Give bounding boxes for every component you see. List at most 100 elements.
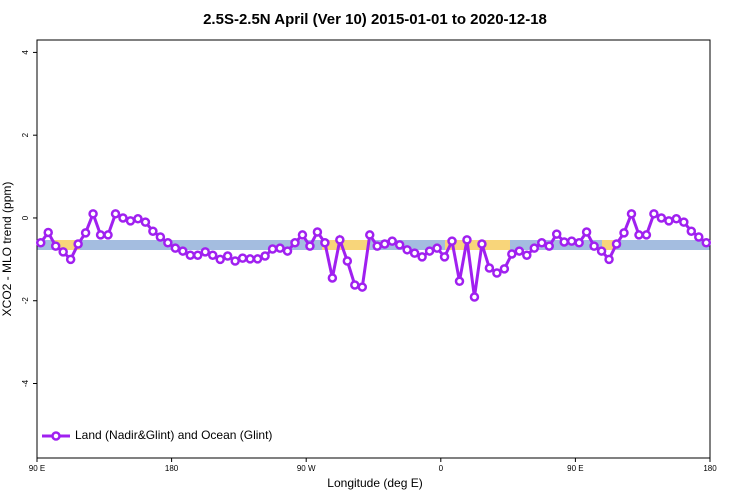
point bbox=[327, 273, 338, 283]
chart-title: 2.5S-2.5N April (Ver 10) 2015-01-01 to 2… bbox=[203, 11, 547, 28]
x-tick-label: 90 E bbox=[567, 464, 583, 473]
point bbox=[514, 246, 525, 256]
legend-marker bbox=[51, 431, 61, 441]
point bbox=[447, 236, 457, 246]
point bbox=[207, 250, 218, 260]
point bbox=[379, 239, 390, 249]
point bbox=[50, 241, 61, 251]
point bbox=[701, 238, 712, 248]
point bbox=[357, 282, 368, 292]
point bbox=[477, 239, 487, 249]
point bbox=[200, 247, 210, 257]
point bbox=[462, 235, 472, 245]
point bbox=[671, 214, 682, 224]
point bbox=[559, 237, 569, 247]
point bbox=[372, 241, 382, 251]
point bbox=[596, 246, 607, 256]
point bbox=[155, 232, 166, 242]
point bbox=[432, 243, 442, 253]
point bbox=[320, 238, 330, 248]
point bbox=[641, 230, 652, 240]
point bbox=[409, 248, 420, 258]
point bbox=[350, 280, 360, 290]
point bbox=[522, 250, 532, 260]
point bbox=[649, 209, 659, 219]
point bbox=[282, 246, 293, 256]
point bbox=[365, 230, 375, 240]
point bbox=[185, 250, 196, 260]
point bbox=[656, 213, 667, 223]
point bbox=[342, 256, 353, 266]
legend-label: Land (Nadir&Glint) and Ocean (Glint) bbox=[75, 428, 272, 442]
point bbox=[222, 251, 233, 261]
point bbox=[170, 243, 181, 253]
point bbox=[312, 227, 323, 237]
point bbox=[245, 254, 255, 264]
land-band bbox=[322, 240, 370, 250]
point bbox=[125, 216, 136, 226]
point bbox=[140, 217, 151, 227]
point bbox=[634, 230, 644, 240]
point bbox=[148, 226, 158, 236]
point bbox=[335, 235, 345, 245]
land-band bbox=[602, 240, 616, 250]
point bbox=[679, 217, 689, 227]
point bbox=[664, 216, 674, 226]
x-tick-label: 180 bbox=[165, 464, 179, 473]
point bbox=[484, 263, 495, 273]
x-tick-label: 0 bbox=[439, 464, 444, 473]
point bbox=[619, 228, 629, 238]
x-axis-label: Longitude (deg E) bbox=[327, 476, 422, 490]
x-tick-label: 180 bbox=[703, 464, 717, 473]
point bbox=[454, 276, 465, 287]
point bbox=[193, 250, 203, 260]
point bbox=[694, 232, 704, 242]
point bbox=[581, 227, 592, 237]
point bbox=[95, 230, 106, 240]
point bbox=[424, 246, 435, 256]
point bbox=[275, 243, 285, 253]
point bbox=[604, 254, 614, 265]
y-tick-label: 2 bbox=[21, 132, 30, 137]
point bbox=[574, 238, 584, 248]
point bbox=[626, 209, 637, 219]
x-tick-label: 90 E bbox=[29, 464, 45, 473]
point bbox=[529, 243, 540, 253]
point bbox=[163, 238, 173, 248]
point bbox=[544, 241, 554, 251]
point bbox=[43, 227, 53, 238]
point bbox=[110, 209, 121, 219]
point bbox=[589, 241, 599, 251]
y-tick-label: 4 bbox=[21, 50, 30, 55]
point bbox=[252, 254, 263, 264]
point bbox=[499, 264, 510, 274]
point bbox=[290, 238, 300, 248]
y-axis-label: XCO2 - MLO trend (ppm) bbox=[0, 182, 14, 317]
point bbox=[507, 249, 517, 259]
point bbox=[387, 236, 397, 246]
point bbox=[551, 229, 562, 239]
point bbox=[566, 236, 577, 246]
y-tick-label: -2 bbox=[21, 297, 30, 305]
point bbox=[439, 252, 450, 262]
land-band bbox=[55, 240, 80, 250]
point bbox=[297, 230, 308, 240]
point bbox=[402, 245, 412, 255]
point bbox=[260, 251, 270, 261]
point bbox=[305, 241, 315, 251]
point bbox=[417, 252, 427, 262]
point bbox=[469, 292, 480, 302]
point bbox=[611, 239, 622, 249]
point bbox=[58, 247, 68, 257]
point bbox=[73, 239, 83, 249]
point bbox=[80, 228, 91, 238]
y-tick-label: 0 bbox=[21, 215, 30, 220]
point bbox=[394, 240, 405, 250]
point bbox=[178, 246, 188, 256]
point bbox=[230, 256, 240, 266]
point bbox=[686, 226, 697, 236]
point bbox=[133, 214, 143, 224]
point bbox=[492, 268, 502, 278]
plot-frame bbox=[36, 39, 711, 459]
y-tick-label: -4 bbox=[21, 379, 30, 387]
